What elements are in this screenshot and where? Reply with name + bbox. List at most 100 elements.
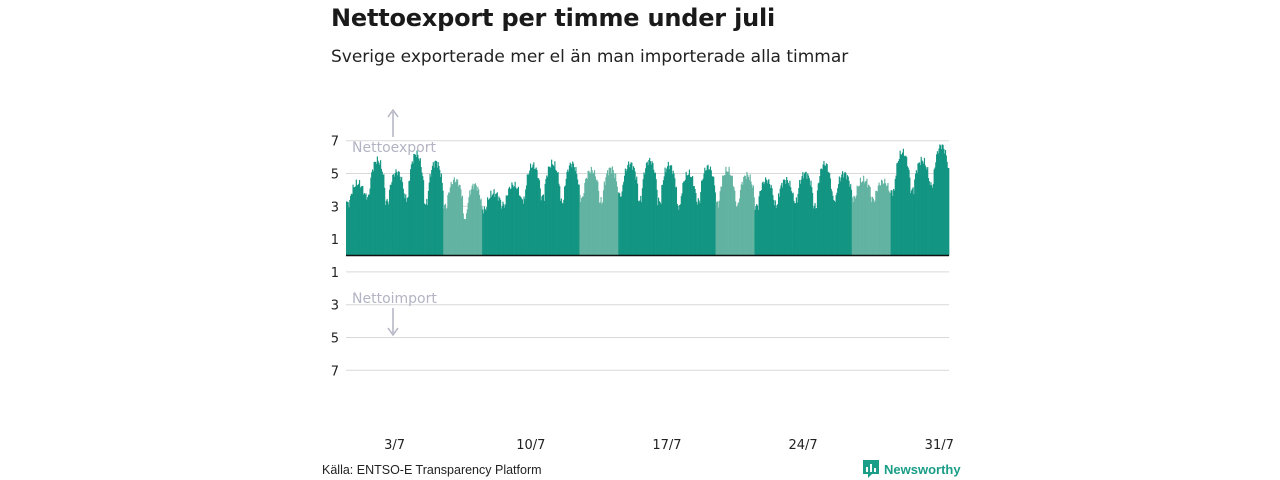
hour-bar <box>735 206 738 256</box>
hour-bar <box>553 166 555 256</box>
hour-bar <box>747 174 749 256</box>
hour-bar <box>729 174 731 256</box>
hour-bar <box>448 192 451 256</box>
hour-bar <box>653 172 656 256</box>
hour-bar <box>422 176 424 256</box>
hour-bar <box>418 158 420 256</box>
hour-bar <box>793 200 795 256</box>
hour-bar <box>491 194 494 256</box>
hour-bar <box>355 179 357 256</box>
hour-bar <box>685 171 687 256</box>
hour-bar <box>511 182 513 256</box>
hour-bar <box>584 182 586 256</box>
hour-bar <box>859 185 861 256</box>
hour-bar <box>593 172 595 256</box>
hour-bar <box>451 184 453 256</box>
hour-bar <box>857 186 859 256</box>
hour-bar <box>829 178 832 256</box>
hour-bar <box>634 171 636 256</box>
x-tick-label: 24/7 <box>789 438 818 453</box>
hour-bar <box>785 183 787 256</box>
hour-bar <box>498 196 500 256</box>
hour-bar <box>491 196 493 256</box>
hour-bar <box>608 167 610 256</box>
hour-bar <box>939 144 941 256</box>
hour-bar <box>681 193 683 256</box>
hour-bar <box>897 162 899 256</box>
hour-bar <box>390 184 392 256</box>
hour-bar <box>383 174 385 256</box>
hour-bar <box>821 169 823 256</box>
hour-bar <box>684 179 686 256</box>
hour-bar <box>692 186 695 256</box>
hour-bar <box>796 202 798 256</box>
hour-bar <box>852 202 854 256</box>
hour-bar <box>645 168 647 256</box>
hour-bar <box>691 177 693 256</box>
hour-bar <box>609 167 611 256</box>
hour-bar <box>569 162 571 256</box>
hour-bar <box>567 169 569 256</box>
hour-bar <box>855 195 857 256</box>
y-tick-label: 3 <box>331 299 339 314</box>
hour-bar <box>861 182 863 256</box>
hour-bar <box>472 183 474 256</box>
hour-bar <box>625 171 627 256</box>
hour-bar <box>779 188 781 256</box>
hour-bar <box>607 175 609 256</box>
hour-bar <box>700 180 703 256</box>
y-tick-label: 1 <box>331 266 339 281</box>
hour-bar <box>810 180 812 256</box>
hour-bar <box>474 184 476 256</box>
hour-bar <box>910 193 912 256</box>
hour-bar <box>401 182 404 256</box>
hour-bar <box>615 181 618 256</box>
hour-bar <box>402 188 404 256</box>
hour-bar <box>464 219 466 256</box>
hour-bar <box>904 156 906 256</box>
hour-bar <box>387 201 389 256</box>
hour-bar <box>704 167 706 256</box>
hour-bar <box>508 188 510 256</box>
hour-bar <box>923 157 926 256</box>
hour-bar <box>783 179 785 256</box>
hour-bar <box>816 208 818 256</box>
hour-bar <box>377 160 379 256</box>
hour-bar <box>591 170 593 256</box>
hour-bar <box>637 200 639 256</box>
hour-bar <box>447 195 449 256</box>
hour-bar <box>380 160 382 256</box>
hour-bar <box>525 185 528 256</box>
hour-bar <box>425 204 427 256</box>
hour-bar <box>742 184 744 256</box>
hour-bar <box>532 164 534 256</box>
hour-bar <box>605 177 607 256</box>
hour-bar <box>417 154 419 256</box>
hour-bar <box>756 204 758 256</box>
hour-bar <box>792 192 794 256</box>
hour-bar <box>361 185 363 256</box>
hour-bar <box>831 191 833 256</box>
hour-bar <box>411 161 413 256</box>
hour-bar <box>410 169 412 256</box>
hour-bar <box>487 200 489 256</box>
hour-bar <box>664 167 666 256</box>
hour-bar <box>813 205 815 256</box>
hour-bar <box>406 198 408 256</box>
hour-bar <box>916 172 918 256</box>
hour-bar <box>739 190 742 256</box>
hour-bar <box>351 194 353 256</box>
hour-bar <box>462 213 464 256</box>
hour-bar <box>935 162 937 256</box>
hour-bar <box>616 186 618 256</box>
hour-bar <box>537 178 539 256</box>
hour-bar <box>768 179 770 256</box>
hour-bar <box>617 192 619 256</box>
hour-bar <box>358 183 360 256</box>
hour-bar <box>414 154 417 256</box>
hour-bar <box>467 202 469 256</box>
hour-bar <box>533 162 535 256</box>
import-arrow-head <box>387 327 399 337</box>
hour-bar <box>459 185 461 256</box>
hour-bar <box>395 169 397 256</box>
